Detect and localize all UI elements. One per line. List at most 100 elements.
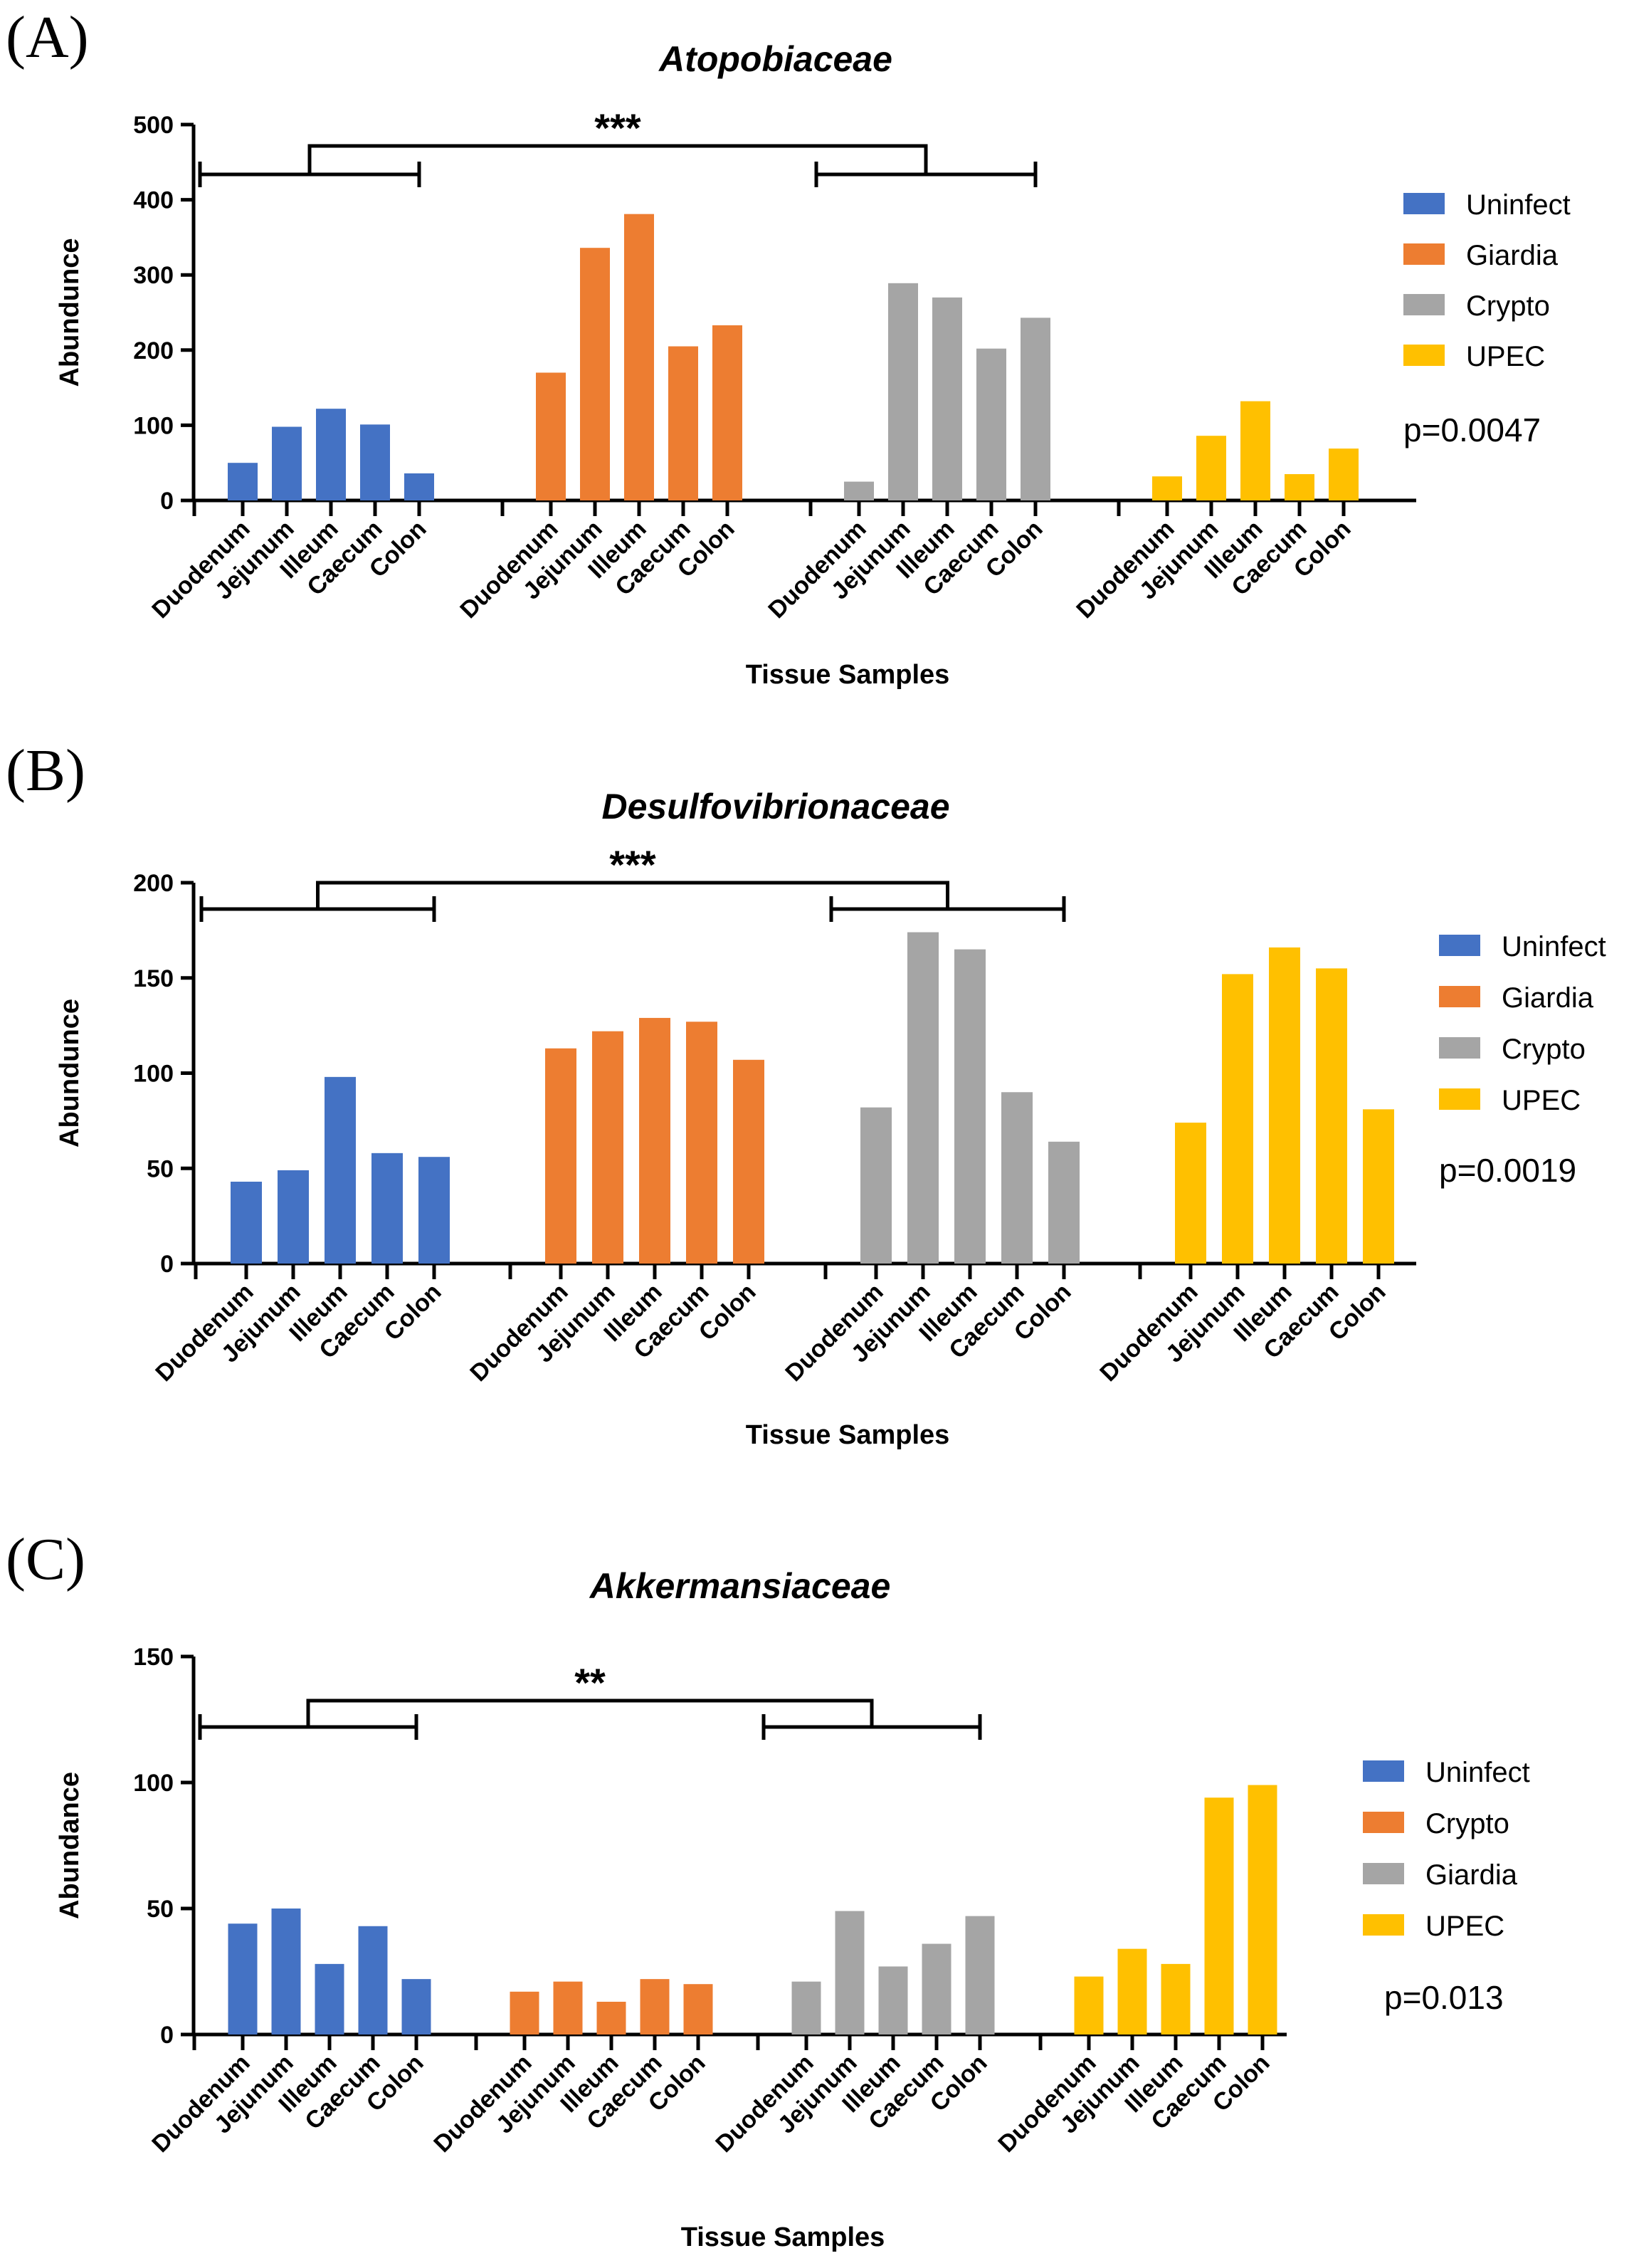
legend-swatch-upec xyxy=(1363,1914,1404,1936)
y-tick-label: 150 xyxy=(133,1644,174,1671)
chart-panel-0: (A) Atopobiaceae 0 100 200 300 400 500 Abundunce… xyxy=(6,4,1571,690)
legend-swatch-giardia xyxy=(1403,243,1445,265)
bar-upec-caecum xyxy=(1285,474,1314,500)
chart-title: Desulfovibrionaceae xyxy=(601,787,949,826)
panel-label: (A) xyxy=(6,4,89,70)
bar-crypto-caecum xyxy=(976,348,1006,500)
bar-giardia-duodenum xyxy=(791,1981,821,2035)
bar-uninfect-colon xyxy=(401,1979,431,2035)
bar-upec-illeum xyxy=(1269,947,1300,1264)
bar-upec-jejunum xyxy=(1196,436,1226,500)
x-axis-title: Tissue Samples xyxy=(746,1420,950,1450)
bar-uninfect-caecum xyxy=(358,1926,388,2035)
bar-crypto-jejunum xyxy=(553,1981,583,2035)
legend-label-crypto: Crypto xyxy=(1502,1034,1586,1065)
bar-uninfect-illeum xyxy=(316,409,346,500)
y-tick-label: 100 xyxy=(133,1061,174,1088)
bar-giardia-illeum xyxy=(624,214,654,500)
legend-label-giardia: Giardia xyxy=(1466,240,1559,271)
bar-upec-jejunum xyxy=(1222,974,1253,1264)
y-tick-label: 50 xyxy=(147,1896,174,1923)
bar-uninfect-jejunum xyxy=(278,1170,309,1264)
bar-crypto-illeum xyxy=(932,297,962,500)
legend-label-giardia: Giardia xyxy=(1425,1859,1518,1891)
p-value: p=0.013 xyxy=(1384,1979,1504,2016)
panel-label: (B) xyxy=(6,737,85,804)
bar-crypto-duodenum xyxy=(510,1991,539,2035)
p-value: p=0.0019 xyxy=(1439,1152,1576,1189)
y-tick-label: 300 xyxy=(133,262,174,289)
y-tick-label: 0 xyxy=(160,1251,174,1278)
bar-upec-colon xyxy=(1248,1785,1277,2035)
bar-uninfect-jejunum xyxy=(272,426,302,500)
y-tick-label: 100 xyxy=(133,412,174,439)
significance-marker: ** xyxy=(574,1660,606,1705)
bar-crypto-colon xyxy=(683,1984,713,2035)
bar-uninfect-caecum xyxy=(371,1153,403,1264)
bar-crypto-caecum xyxy=(640,1979,670,2035)
bar-giardia-illeum xyxy=(639,1017,670,1264)
y-tick-label: 100 xyxy=(133,1770,174,1797)
bar-giardia-duodenum xyxy=(545,1048,576,1264)
bar-uninfect-illeum xyxy=(315,1963,344,2035)
bar-uninfect-colon xyxy=(418,1157,450,1264)
legend-label-upec: UPEC xyxy=(1425,1911,1504,1942)
legend-swatch-giardia xyxy=(1439,986,1480,1007)
bar-giardia-illeum xyxy=(878,1966,908,2035)
bar-crypto-duodenum xyxy=(844,481,874,500)
bracket-top xyxy=(307,144,928,174)
legend-swatch-uninfect xyxy=(1439,935,1480,956)
bar-giardia-duodenum xyxy=(536,372,566,500)
y-tick-label: 150 xyxy=(133,965,174,992)
legend-label-giardia: Giardia xyxy=(1502,982,1594,1014)
bar-crypto-illeum xyxy=(596,2001,626,2035)
bar-upec-caecum xyxy=(1204,1797,1234,2035)
y-axis-title: Abundance xyxy=(55,1772,85,1919)
bar-uninfect-caecum xyxy=(360,424,390,500)
bar-giardia-caecum xyxy=(922,1943,951,2035)
bar-giardia-jejunum xyxy=(592,1031,623,1264)
bar-upec-illeum xyxy=(1161,1963,1191,2035)
bar-upec-duodenum xyxy=(1074,1976,1104,2035)
legend-label-crypto: Crypto xyxy=(1466,290,1550,322)
legend-swatch-giardia xyxy=(1363,1863,1404,1884)
legend-label-uninfect: Uninfect xyxy=(1502,931,1606,962)
legend-label-crypto: Crypto xyxy=(1425,1808,1509,1839)
bar-uninfect-duodenum xyxy=(228,1923,258,2035)
x-axis-title: Tissue Samples xyxy=(681,2222,885,2252)
y-tick-label: 200 xyxy=(133,870,174,897)
bar-giardia-colon xyxy=(712,325,742,500)
x-axis-title: Tissue Samples xyxy=(746,660,950,690)
bar-uninfect-colon xyxy=(404,473,434,500)
bar-giardia-caecum xyxy=(668,346,698,500)
p-value: p=0.0047 xyxy=(1403,411,1541,448)
y-tick-label: 400 xyxy=(133,187,174,214)
legend-swatch-crypto xyxy=(1439,1037,1480,1059)
bar-giardia-jejunum xyxy=(835,1911,865,2035)
bar-uninfect-duodenum xyxy=(231,1181,262,1264)
y-tick-label: 0 xyxy=(160,2022,174,2049)
legend-swatch-crypto xyxy=(1363,1812,1404,1833)
bracket-top xyxy=(306,1699,874,1727)
bar-upec-colon xyxy=(1363,1109,1394,1264)
bar-crypto-illeum xyxy=(954,949,986,1264)
legend-swatch-uninfect xyxy=(1363,1760,1404,1782)
chart-title: Akkermansiaceae xyxy=(589,1566,891,1606)
significance-marker: *** xyxy=(609,842,656,887)
panel-label: (C) xyxy=(6,1526,85,1592)
y-tick-label: 500 xyxy=(133,112,174,139)
chart-panel-1: (B) Desulfovibrionaceae 0 50 100 150 200 Abundu… xyxy=(6,737,1606,1450)
y-tick-label: 200 xyxy=(133,337,174,364)
bar-crypto-jejunum xyxy=(888,283,918,500)
y-tick-label: 0 xyxy=(160,488,174,515)
legend-label-uninfect: Uninfect xyxy=(1425,1757,1530,1788)
significance-marker: *** xyxy=(594,105,641,150)
y-tick-label: 50 xyxy=(147,1155,174,1182)
legend-swatch-upec xyxy=(1439,1088,1480,1110)
bar-uninfect-jejunum xyxy=(271,1909,301,2035)
bar-crypto-jejunum xyxy=(907,932,939,1264)
legend-label-upec: UPEC xyxy=(1466,341,1545,372)
bar-upec-caecum xyxy=(1316,968,1347,1264)
bar-crypto-caecum xyxy=(1001,1092,1033,1264)
